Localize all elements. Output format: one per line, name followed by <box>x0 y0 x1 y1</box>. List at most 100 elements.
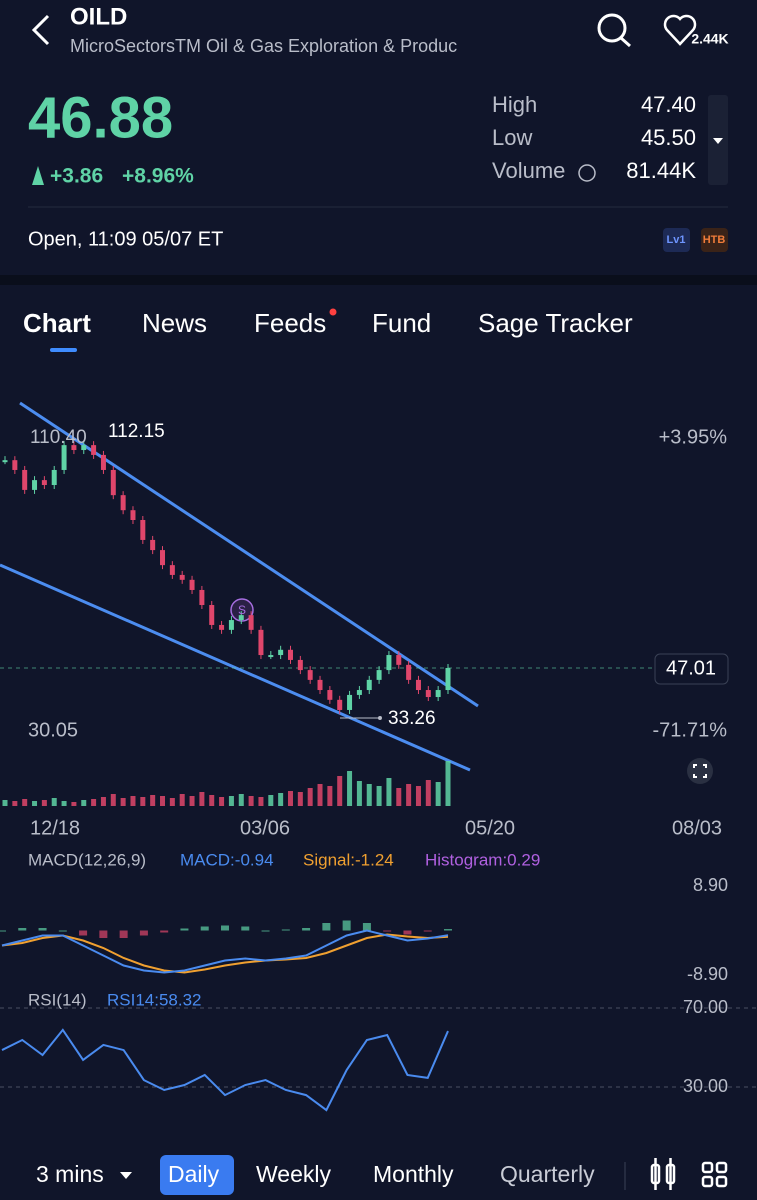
x-axis-label: 03/06 <box>240 817 290 839</box>
pct-top: +3.95% <box>659 426 728 448</box>
x-axis-label: 08/03 <box>672 817 722 839</box>
volume-bar <box>307 788 313 806</box>
candle <box>51 469 57 486</box>
tab[interactable]: News <box>142 308 207 338</box>
volume-bar <box>317 784 323 806</box>
period[interactable]: 3 mins <box>36 1161 104 1187</box>
tab[interactable]: Feeds <box>254 308 326 338</box>
macd-value: MACD:-0.94 <box>180 850 274 869</box>
bottom-bar <box>0 1140 757 1200</box>
company-name: MicroSectorsTM Oil & Gas Exploration & P… <box>70 36 457 56</box>
candle <box>396 655 402 665</box>
info-icon[interactable] <box>578 164 596 182</box>
candle <box>130 510 136 520</box>
tab[interactable]: Chart <box>23 308 91 338</box>
histogram-bar <box>362 923 371 931</box>
histogram-bar <box>322 923 331 931</box>
stat-label: High <box>492 92 537 117</box>
volume-bar <box>396 788 402 806</box>
candle <box>406 664 412 680</box>
signal-letter[interactable]: S <box>238 603 246 617</box>
fullscreen-button[interactable] <box>687 758 713 784</box>
tab-underline <box>50 348 77 352</box>
volume-bar <box>100 797 106 806</box>
volume-bar <box>32 801 38 806</box>
up-arrow <box>32 166 44 185</box>
period[interactable]: Daily <box>168 1161 220 1187</box>
histogram-bar <box>403 930 412 935</box>
period[interactable]: Weekly <box>256 1161 331 1187</box>
change-pct: +8.96% <box>122 165 194 188</box>
candle <box>2 460 8 463</box>
volume-bar <box>22 799 28 806</box>
volume-bar <box>41 800 47 806</box>
high-label: 112.15 <box>108 421 165 442</box>
search-icon[interactable] <box>597 13 631 48</box>
signal-line <box>1 933 449 974</box>
badge-lv1: Lv1 <box>667 234 686 246</box>
candle <box>100 454 106 470</box>
volume-bar <box>130 796 136 806</box>
candle <box>160 550 166 566</box>
stat-value: 47.40 <box>641 92 696 117</box>
fullscreen-icon <box>693 764 707 778</box>
likes-count: 2.44K <box>691 31 728 47</box>
volume-bar <box>435 782 441 806</box>
volume-bar <box>110 794 116 806</box>
histogram-bar <box>241 926 250 931</box>
period[interactable]: Monthly <box>373 1161 454 1187</box>
candle <box>199 589 205 606</box>
volume-bar <box>386 778 392 806</box>
volume-bar <box>2 800 8 806</box>
candle <box>179 574 185 580</box>
histogram-bar <box>99 930 108 938</box>
indicator-button[interactable] <box>701 1161 728 1188</box>
dropdown-arrow <box>120 1172 132 1179</box>
tab[interactable]: Sage Tracker <box>478 308 633 338</box>
low-label: 33.26 <box>388 708 436 729</box>
period-selected <box>160 1155 234 1195</box>
histogram-bar <box>383 930 392 932</box>
candle <box>347 694 353 710</box>
change: +3.86 <box>50 165 103 188</box>
volume-bar <box>297 792 303 806</box>
candle <box>22 469 28 490</box>
candle <box>268 655 274 658</box>
signal-icon[interactable] <box>230 598 254 622</box>
volume-bar <box>199 792 205 806</box>
prev-high-label: 110.40 <box>30 427 87 448</box>
histogram-bar <box>221 925 229 931</box>
rsi-line <box>1 1028 449 1112</box>
period[interactable]: Quarterly <box>500 1161 595 1187</box>
histogram-bar <box>160 930 169 933</box>
candle <box>41 480 47 486</box>
x-axis-label: 12/18 <box>30 817 80 839</box>
notification-dot <box>329 308 337 316</box>
rsi-value: RSI14:58.32 <box>107 990 202 1009</box>
volume-bar <box>287 791 293 806</box>
candle <box>228 620 234 630</box>
candle-type-button[interactable] <box>650 1158 676 1190</box>
watchlist-icon[interactable] <box>663 14 697 46</box>
back-button[interactable] <box>31 14 50 46</box>
candle <box>415 679 421 691</box>
volume-bar <box>228 796 234 806</box>
price: 46.88 <box>28 85 173 150</box>
candle <box>12 460 18 470</box>
candle <box>32 480 38 490</box>
expand-arrow <box>713 138 723 144</box>
volume-bar <box>219 797 225 806</box>
volume-bar <box>258 797 264 806</box>
tab[interactable]: Fund <box>372 308 431 338</box>
candle <box>258 629 264 656</box>
candle <box>110 469 116 496</box>
volume-bar <box>12 801 18 806</box>
candle <box>386 655 392 671</box>
candle <box>150 539 156 551</box>
histogram-bar <box>38 928 47 931</box>
candle <box>238 615 244 621</box>
candle <box>337 699 343 710</box>
